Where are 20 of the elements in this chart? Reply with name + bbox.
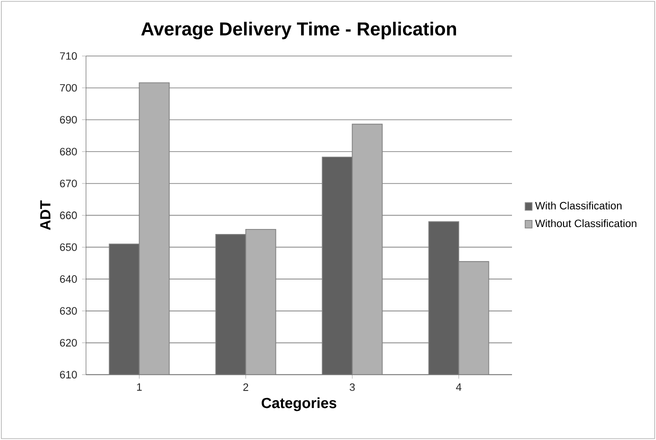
- y-tick-label: 610: [60, 370, 77, 378]
- legend-label: Without Classification: [535, 219, 636, 228]
- y-axis-title: ADT: [40, 200, 50, 230]
- y-tick-label: 630: [60, 307, 77, 315]
- y-tick-label: 700: [60, 84, 77, 92]
- x-tick-label: 1: [137, 383, 142, 391]
- x-tick-label: 4: [456, 383, 462, 391]
- y-tick-label: 710: [60, 52, 77, 60]
- x-tick-label: 3: [350, 383, 355, 391]
- chart-title: Average Delivery Time - Replication: [141, 22, 456, 40]
- legend-label: With Classification: [535, 202, 622, 210]
- y-tick-label: 660: [60, 212, 77, 220]
- y-tick-label: 690: [60, 116, 77, 124]
- y-tick-label: 620: [60, 339, 77, 347]
- y-tick-label: 680: [60, 148, 77, 156]
- y-tick-label: 650: [60, 243, 77, 251]
- x-axis-title: Categories: [262, 397, 336, 412]
- y-tick-label: 670: [60, 180, 77, 188]
- y-tick-label: 640: [60, 275, 77, 283]
- x-tick-label: 2: [243, 383, 248, 391]
